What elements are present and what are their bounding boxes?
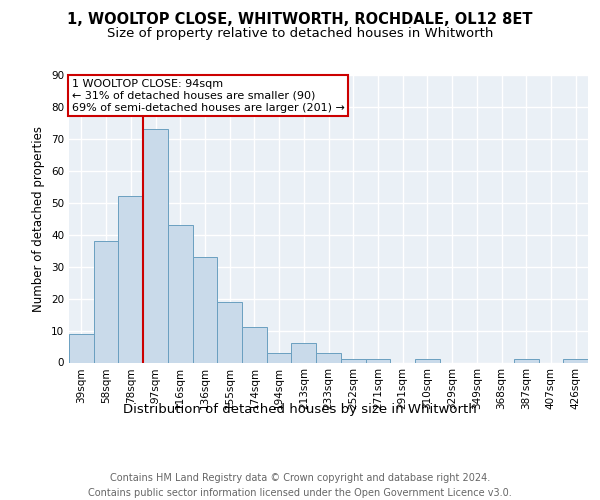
Text: 1, WOOLTOP CLOSE, WHITWORTH, ROCHDALE, OL12 8ET: 1, WOOLTOP CLOSE, WHITWORTH, ROCHDALE, O… [67,12,533,28]
Bar [341,360,365,362]
Bar [415,360,440,362]
Y-axis label: Number of detached properties: Number of detached properties [32,126,46,312]
Bar [193,257,217,362]
Bar [217,302,242,362]
Bar [292,344,316,362]
Bar [69,334,94,362]
Text: Distribution of detached houses by size in Whitworth: Distribution of detached houses by size … [123,402,477,415]
Bar [316,353,341,362]
Text: 1 WOOLTOP CLOSE: 94sqm
← 31% of detached houses are smaller (90)
69% of semi-det: 1 WOOLTOP CLOSE: 94sqm ← 31% of detached… [71,80,344,112]
Bar [267,353,292,362]
Bar [143,130,168,362]
Bar [563,360,588,362]
Bar [118,196,143,362]
Bar [94,241,118,362]
Bar [514,360,539,362]
Bar [168,225,193,362]
Bar [365,360,390,362]
Text: Contains HM Land Registry data © Crown copyright and database right 2024.
Contai: Contains HM Land Registry data © Crown c… [88,472,512,498]
Text: Size of property relative to detached houses in Whitworth: Size of property relative to detached ho… [107,28,493,40]
Bar [242,328,267,362]
